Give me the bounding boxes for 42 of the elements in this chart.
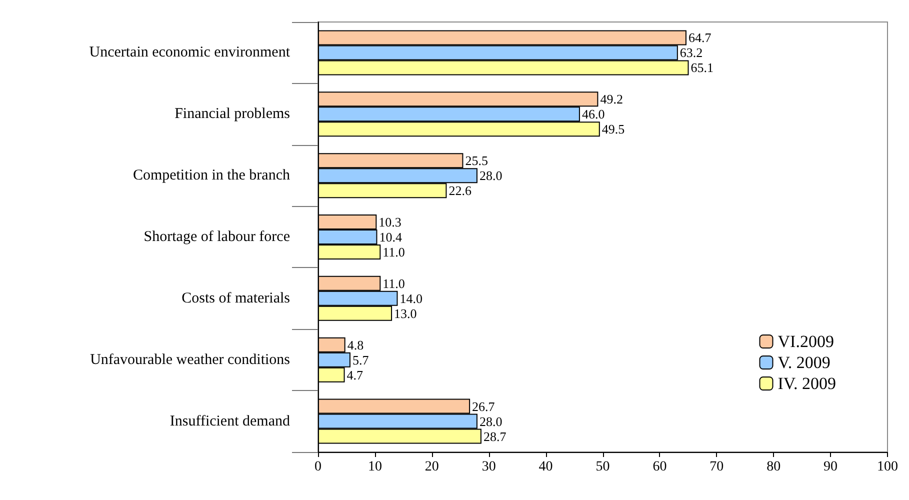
y-tick-label: Shortage of labour force — [144, 229, 290, 245]
data-label: 26.7 — [472, 398, 496, 414]
x-tick-label: 60 — [652, 460, 667, 474]
data-label: 14.0 — [400, 290, 422, 306]
x-tick-label: 0 — [314, 460, 322, 474]
data-label: 4.7 — [346, 367, 364, 382]
data-label: 63.2 — [680, 45, 703, 60]
data-label: 13.0 — [394, 306, 417, 321]
y-tick-label: Costs of materials — [182, 290, 290, 306]
legend-label: IV. 2009 — [778, 374, 836, 393]
x-tick-label: 20 — [424, 460, 439, 474]
data-label: 10.3 — [378, 214, 402, 230]
y-tick-label: Unfavourable weather conditions — [90, 352, 290, 368]
x-tick-label: 30 — [482, 460, 496, 474]
data-label: 46.0 — [582, 106, 605, 122]
y-tick-label: Competition in the branch — [132, 168, 290, 184]
data-label: 11.0 — [382, 276, 405, 291]
legend-label: V. 2009 — [778, 353, 830, 372]
y-tick-label: Insufficient demand — [170, 413, 290, 430]
data-label: 49.5 — [602, 122, 625, 137]
data-label: 28.7 — [483, 428, 507, 444]
x-tick-label: 80 — [766, 460, 781, 474]
x-tick-label: 100 — [877, 460, 898, 474]
data-label: 64.7 — [688, 30, 712, 46]
data-label: 28.0 — [479, 168, 502, 184]
data-label: 25.5 — [465, 153, 488, 168]
data-label: 11.0 — [382, 244, 405, 260]
x-tick-label: 90 — [824, 460, 838, 474]
x-tick-label: 40 — [538, 460, 553, 474]
x-tick-label: 70 — [710, 460, 724, 474]
data-label: 28.0 — [479, 414, 502, 429]
x-tick-label: 10 — [368, 460, 382, 474]
y-tick-label: Uncertain economic environment — [89, 44, 291, 61]
data-label: 4.8 — [347, 337, 364, 352]
x-tick-label: 50 — [596, 460, 610, 474]
data-label: 5.7 — [352, 352, 370, 368]
data-label: 49.2 — [600, 92, 623, 107]
data-label: 10.4 — [379, 230, 402, 244]
y-tick-label: Financial problems — [174, 106, 290, 122]
legend-label: VI.2009 — [778, 332, 834, 351]
data-label: 65.1 — [690, 60, 714, 76]
data-label: 22.6 — [448, 183, 472, 198]
